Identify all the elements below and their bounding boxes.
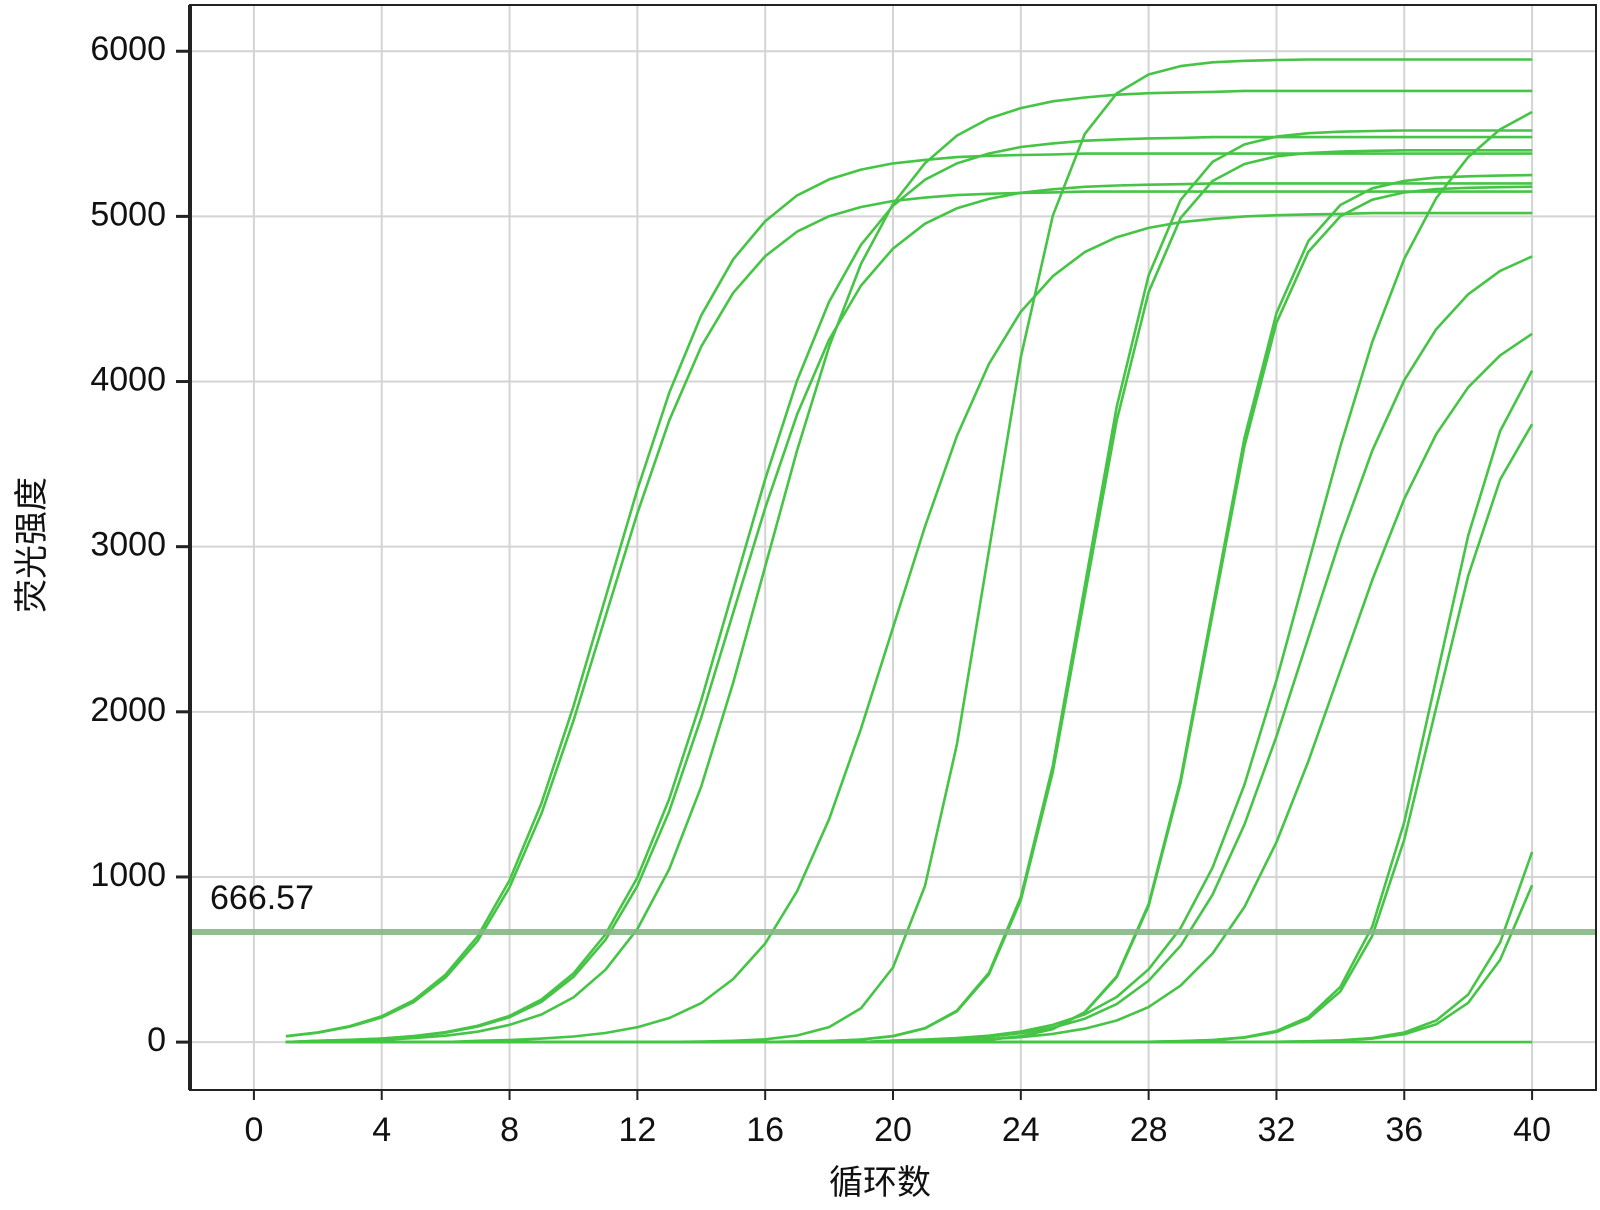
amplification-curve <box>285 185 1533 1044</box>
x-tick-label: 16 <box>746 1111 784 1149</box>
x-tick-label: 0 <box>244 1111 263 1149</box>
amplification-curve <box>285 152 1533 1038</box>
amplification-curve <box>285 423 1534 1044</box>
y-tick-label: 3000 <box>90 526 166 564</box>
y-axis-label: 荧光强度 <box>13 477 51 613</box>
amplification-curve <box>285 182 1533 1044</box>
x-tick-label: 8 <box>500 1111 519 1149</box>
y-tick-label: 6000 <box>90 30 166 68</box>
y-tick-label: 5000 <box>90 195 166 233</box>
amplification-curve <box>285 884 1534 1044</box>
amplification-curve <box>285 332 1533 1044</box>
amplification-curve <box>285 129 1533 1044</box>
x-tick-label: 40 <box>1513 1111 1551 1149</box>
y-tick-label: 0 <box>147 1021 166 1059</box>
x-axis-label: 循环数 <box>829 1164 931 1202</box>
x-tick-label: 28 <box>1130 1111 1168 1149</box>
amplification-curve <box>285 190 1533 1038</box>
y-tick-label: 2000 <box>90 691 166 729</box>
amplification-curve <box>285 149 1533 1044</box>
x-tick-label: 36 <box>1385 1111 1423 1149</box>
x-tick-label: 4 <box>372 1111 391 1149</box>
y-tick-label: 4000 <box>90 361 166 399</box>
x-tick-label: 24 <box>1002 1111 1040 1149</box>
x-tick-label: 32 <box>1258 1111 1296 1149</box>
amplification-curve <box>285 58 1533 1044</box>
threshold-label: 666.57 <box>210 879 314 917</box>
y-tick-label: 1000 <box>90 856 166 894</box>
amplification-curve <box>285 173 1533 1044</box>
x-tick-label: 12 <box>618 1111 656 1149</box>
x-tick-label: 20 <box>874 1111 912 1149</box>
amplification-curve <box>285 211 1533 1044</box>
amplification-curve <box>285 89 1533 1044</box>
amplification-curve <box>285 135 1533 1044</box>
plot-area <box>285 58 1534 1044</box>
